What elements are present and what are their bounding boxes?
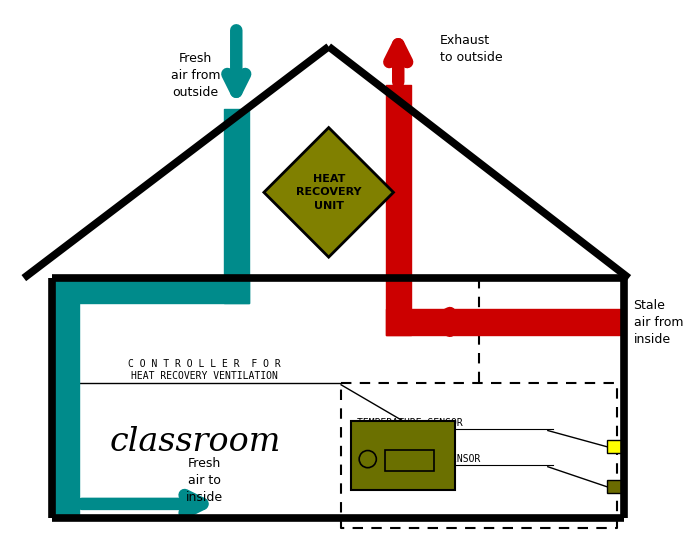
Text: Exhaust
to outside: Exhaust to outside	[440, 35, 503, 64]
Text: TEMPERATURE SENSOR: TEMPERATURE SENSOR	[358, 418, 463, 428]
Text: Fresh
air from
outside: Fresh air from outside	[171, 52, 220, 99]
Bar	[607, 480, 622, 493]
Text: CARBON DIOXIDE SENSOR: CARBON DIOXIDE SENSOR	[358, 454, 481, 464]
Text: HEAT RECOVERY VENTILATION: HEAT RECOVERY VENTILATION	[132, 371, 278, 381]
Text: classroom: classroom	[110, 426, 281, 458]
Bar	[385, 450, 434, 470]
Bar	[607, 440, 622, 454]
Text: Stale
air from
inside: Stale air from inside	[634, 300, 683, 347]
Text: C O N T R O L L E R  F O R: C O N T R O L L E R F O R	[129, 359, 282, 369]
Polygon shape	[264, 128, 393, 257]
Bar	[351, 421, 456, 489]
Text: Fresh
air to
inside: Fresh air to inside	[186, 456, 223, 503]
Text: HEAT
RECOVERY
UNIT: HEAT RECOVERY UNIT	[296, 174, 362, 211]
